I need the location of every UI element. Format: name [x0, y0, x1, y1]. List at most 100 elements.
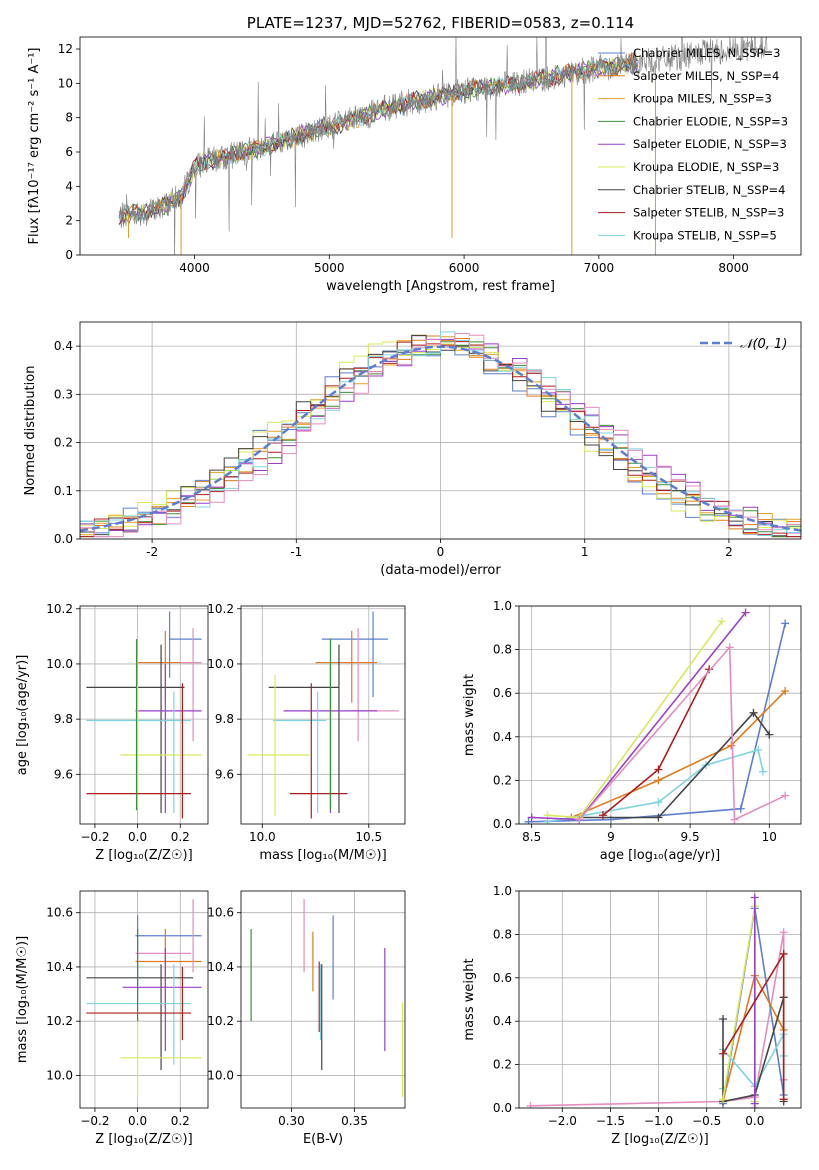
y-tick-label: 12 — [58, 42, 73, 56]
mass-weight-marker — [524, 817, 533, 824]
mass-weight-marker — [526, 1101, 535, 1108]
axes-frame — [79, 605, 209, 825]
axes-frame — [79, 321, 802, 540]
axes-frame — [240, 605, 406, 825]
mass-weight-marker — [598, 811, 607, 820]
mass-weight-line — [547, 620, 723, 819]
mass-weight-marker — [717, 617, 726, 626]
mass-weight-marker — [779, 949, 788, 958]
panel-massweight-vs-age: 8.5 9 9.5 10 0.0 0.2 0.4 0.6 0.8 1.0 age [log₁₀(ag… — [462, 599, 802, 863]
y-tick-label: 10.6 — [207, 906, 234, 920]
panel-massweight-vs-Z: −2.0 −1.5 −1.0 −0.5 0.0 0.0 0.2 0.4 0.6 0.8 1.0 Z [… — [462, 884, 802, 1147]
x-tick-label: 2 — [725, 545, 733, 559]
x-tick-label: 0.0 — [745, 1114, 764, 1128]
mass-weight-marker — [750, 1104, 759, 1108]
y-tick-label: 0.0 — [54, 532, 73, 546]
y-tick-label: 10.0 — [46, 1068, 73, 1082]
mass-weight-marker — [719, 1049, 728, 1058]
plot-area — [526, 893, 788, 1108]
mass-weight-marker — [779, 928, 788, 937]
y-tick-label: 0.1 — [54, 484, 73, 498]
y-axis-label: mass [log₁₀(M/M☉)] — [15, 936, 30, 1063]
model-spectrum-line — [118, 55, 639, 222]
y-tick-label: 2 — [65, 214, 73, 228]
mass-weight-marker — [758, 767, 767, 776]
plot-area — [80, 331, 801, 538]
y-tick-label: 10.6 — [46, 906, 73, 920]
x-tick-label: 10.0 — [249, 830, 276, 844]
mass-weight-marker — [779, 1095, 788, 1104]
y-tick-label: 0.8 — [493, 643, 512, 657]
x-axis-label: Z [log₁₀(Z/Z☉)] — [95, 1132, 192, 1147]
y-tick-label: 0.6 — [493, 971, 512, 985]
normal-curve — [80, 345, 801, 532]
mass-weight-line — [578, 645, 786, 821]
axes-frame — [79, 36, 802, 256]
mass-weight-line — [722, 906, 756, 1102]
x-tick-label: −1.0 — [644, 1114, 673, 1128]
x-axis-label: Z [log₁₀(Z/Z☉)] — [95, 848, 192, 863]
y-tick-label: 1.0 — [493, 599, 512, 613]
y-tick-label: 4 — [65, 179, 73, 193]
mass-weight-marker — [654, 798, 663, 807]
x-tick-label: −1.5 — [596, 1114, 625, 1128]
mass-weight-marker — [736, 804, 745, 813]
grid-lines — [241, 891, 405, 1108]
mass-weight-marker — [575, 815, 584, 824]
y-tick-label: 0.4 — [54, 339, 73, 353]
legend-label: Salpeter STELIB, N_SSP=3 — [633, 206, 784, 220]
x-tick-label: 6000 — [449, 261, 480, 275]
plot-area — [86, 611, 202, 819]
mass-weight-line — [722, 908, 785, 1104]
axes-frame — [518, 890, 802, 1109]
axes-frame — [240, 890, 406, 1109]
mass-weight-marker — [654, 776, 663, 785]
x-tick-label: 8000 — [718, 261, 749, 275]
legend-label: Chabrier MILES, N_SSP=3 — [633, 46, 780, 60]
panel-spectrum: 4000 5000 6000 7000 8000 0 2 4 6 8 10 12 PLATE=1237,… — [27, 14, 802, 294]
x-tick-label: 9 — [607, 830, 615, 844]
plot-area — [118, 37, 768, 255]
grid-lines — [519, 605, 801, 825]
x-axis-label: (data-model)/error — [380, 563, 501, 578]
y-tick-label: 0 — [65, 248, 73, 262]
y-tick-label: 10.2 — [46, 602, 73, 616]
y-tick-label: 10.2 — [46, 1014, 73, 1028]
mass-weight-marker — [719, 1095, 728, 1104]
observed-spectrum-line — [118, 37, 768, 255]
y-axis-label: age [log₁₀(age/yr)] — [15, 655, 30, 776]
x-tick-label: −0.2 — [80, 830, 109, 844]
panel-mass-vs-EBV: 0.30 0.35 10.0 10.2 10.4 10.6 E(B-V) — [207, 890, 406, 1147]
legend: 𝒩(0, 1) — [700, 337, 787, 352]
y-tick-label: 0.2 — [493, 773, 512, 787]
x-tick-label: −2.0 — [548, 1114, 577, 1128]
y-tick-label: 0.4 — [493, 730, 512, 744]
plot-area — [247, 611, 399, 819]
mass-weight-marker — [725, 643, 734, 652]
x-tick-label: −0.5 — [692, 1114, 721, 1128]
y-tick-label: 10.0 — [46, 657, 73, 671]
y-tick-label: 1.0 — [493, 884, 512, 898]
y-tick-label: 0.0 — [493, 817, 512, 831]
plot-area — [86, 899, 202, 1098]
panel-residuals: -2 -1 0 1 2 0.0 0.1 0.2 0.3 0.4 (data-model)/error… — [23, 321, 802, 578]
x-tick-label: 0 — [437, 545, 445, 559]
mass-weight-marker — [719, 1015, 728, 1024]
x-tick-label: 0.35 — [341, 1114, 368, 1128]
chart-title: PLATE=1237, MJD=52762, FIBERID=0583, z=0… — [247, 14, 634, 32]
mass-weight-marker — [727, 741, 736, 750]
y-tick-label: 0.2 — [493, 1058, 512, 1072]
mass-weight-marker — [527, 813, 536, 822]
legend-label: Salpeter MILES, N_SSP=4 — [633, 69, 779, 83]
x-tick-label: 7000 — [584, 261, 615, 275]
x-tick-label: 0.2 — [171, 830, 190, 844]
mass-weight-marker — [781, 791, 790, 800]
y-tick-label: 6 — [65, 145, 73, 159]
mass-weight-marker — [654, 813, 663, 822]
y-tick-label: 8 — [65, 111, 73, 125]
axes-frame — [518, 605, 802, 825]
panel-mass-vs-Z: −0.2 0.0 0.2 10.0 10.2 10.4 10.6 Z [log₁₀(Z/Z☉)… — [15, 890, 209, 1147]
mass-weight-line — [547, 748, 764, 823]
mass-weight-line — [602, 668, 710, 816]
